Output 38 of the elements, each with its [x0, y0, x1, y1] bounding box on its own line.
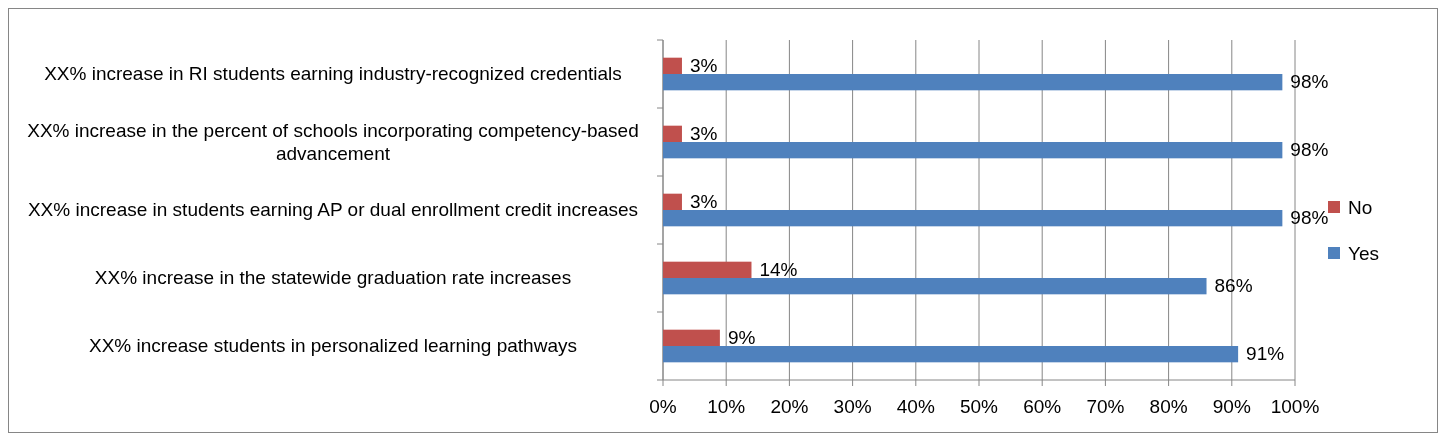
x-tick-label: 90% — [1212, 396, 1251, 417]
data-label: 9% — [727, 326, 756, 348]
bar — [663, 57, 682, 74]
x-tick-label: 100% — [1270, 396, 1320, 417]
bar — [663, 278, 1207, 295]
data-label: 14% — [759, 258, 798, 280]
data-label: 91% — [1246, 343, 1285, 365]
data-label: 86% — [1214, 275, 1253, 297]
legend-label: Yes — [1348, 243, 1379, 264]
bar — [663, 210, 1283, 227]
data-label: 98% — [1290, 71, 1329, 93]
bar — [663, 125, 682, 142]
x-tick-label: 80% — [1149, 396, 1188, 417]
x-tick-label: 40% — [896, 396, 935, 417]
y-tick-label: XX% increase in the percent of schools incorporating competency-based advancement — [27, 119, 639, 164]
y-tick-label: XX% increase in RI students earning industry-recognized credentials — [44, 63, 622, 84]
x-tick-label: 70% — [1086, 396, 1125, 417]
data-label: 3% — [689, 190, 718, 212]
x-tick-label: 30% — [833, 396, 872, 417]
y-tick-label: XX% increase in the statewide graduation rate increases — [94, 267, 572, 288]
data-label: 3% — [689, 122, 718, 144]
data-label: 98% — [1290, 207, 1329, 229]
data-label: 3% — [689, 54, 718, 76]
x-tick-label: 20% — [770, 396, 809, 417]
x-tick-label: 60% — [1023, 396, 1062, 417]
bar — [663, 329, 720, 346]
x-tick-label: 10% — [707, 396, 746, 417]
bar — [663, 74, 1283, 91]
bar — [663, 261, 752, 278]
legend-label: No — [1348, 197, 1373, 218]
data-label: 98% — [1290, 139, 1329, 161]
y-tick-label: XX% increase in students earning AP or dual enrollment credit increases — [27, 199, 639, 220]
bar — [663, 142, 1283, 159]
x-tick-label: 50% — [959, 396, 999, 417]
bar — [663, 193, 682, 210]
y-tick-label: XX% increase students in personalized learning pathways — [89, 335, 577, 356]
x-tick-label: 0% — [649, 396, 677, 417]
bar — [663, 346, 1239, 363]
